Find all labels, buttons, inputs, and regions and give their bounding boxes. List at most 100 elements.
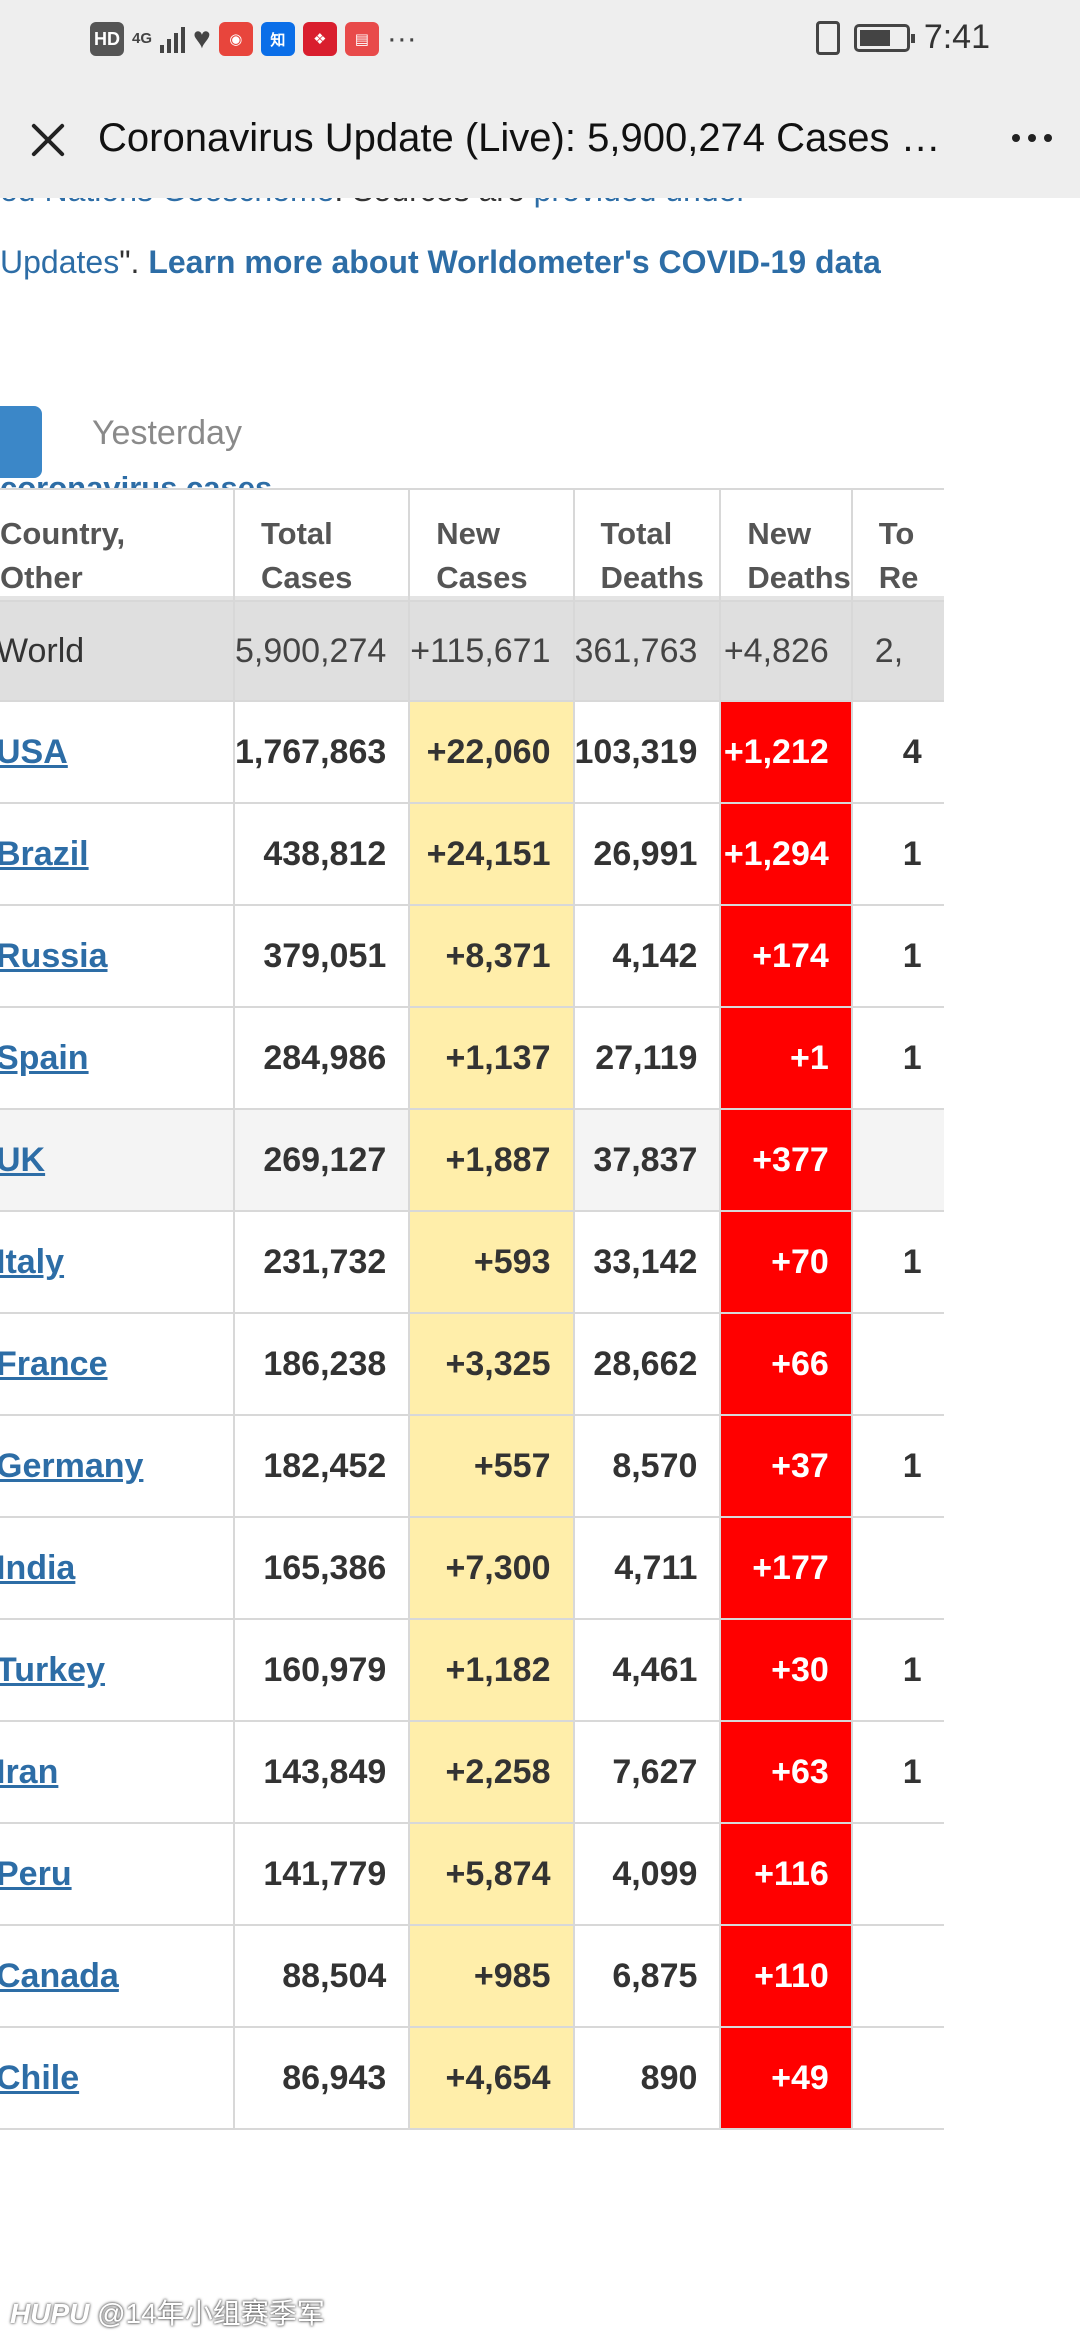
new-cases-cell: +593 bbox=[409, 1211, 575, 1314]
page-title: Coronavirus Update (Live): 5,900,274 Cas… bbox=[98, 116, 958, 160]
tab-yesterday[interactable]: Yesterday bbox=[92, 414, 242, 452]
total-recovered-cell bbox=[851, 1109, 944, 1212]
total-recovered-cell: 2, bbox=[851, 601, 944, 702]
covid-table: Country, Other Total Cases New Cases Total D… bbox=[0, 488, 944, 2130]
header-total-recovered[interactable]: To Re bbox=[851, 488, 944, 602]
country-link[interactable]: Turkey bbox=[0, 1650, 105, 1689]
total-deaths-cell: 27,119 bbox=[573, 1007, 722, 1110]
geoscheme-link[interactable]: ed Nations Geoscheme bbox=[0, 198, 334, 208]
total-cases-cell: 86,943 bbox=[234, 2027, 411, 2130]
total-cases-cell: 379,051 bbox=[234, 905, 411, 1008]
header-new-deaths[interactable]: New Deaths bbox=[720, 488, 853, 602]
new-cases-cell: +8,371 bbox=[409, 905, 575, 1008]
country-link[interactable]: Spain bbox=[0, 1038, 89, 1077]
country-link[interactable]: Iran bbox=[0, 1752, 59, 1791]
total-cases-cell: 143,849 bbox=[234, 1721, 411, 1824]
table-row: Canada 88,504 +985 6,875 +110 bbox=[0, 1925, 944, 2028]
country-link[interactable]: UK bbox=[0, 1140, 46, 1179]
total-cases-cell: 141,779 bbox=[234, 1823, 411, 1926]
new-deaths-cell: +63 bbox=[720, 1721, 853, 1824]
country-link[interactable]: Chile bbox=[0, 2058, 80, 2097]
vibrate-icon bbox=[815, 20, 840, 55]
new-cases-cell: +557 bbox=[409, 1415, 575, 1518]
total-cases-cell: 165,386 bbox=[234, 1517, 411, 1620]
health-heart-icon: ♥ bbox=[193, 22, 211, 55]
hupu-logo: HUPU bbox=[10, 2298, 90, 2329]
total-deaths-cell: 28,662 bbox=[573, 1313, 722, 1416]
new-cases-cell: +7,300 bbox=[409, 1517, 575, 1620]
new-deaths-cell: +37 bbox=[720, 1415, 853, 1518]
new-deaths-cell: +177 bbox=[720, 1517, 853, 1620]
table-row: Spain 284,986 +1,137 27,119 +1 1 bbox=[0, 1007, 944, 1110]
table-row: Russia 379,051 +8,371 4,142 +174 1 bbox=[0, 905, 944, 1008]
total-recovered-cell: 1 bbox=[851, 905, 944, 1008]
country-cell: France bbox=[0, 1313, 235, 1416]
header-new-cases[interactable]: New Cases bbox=[409, 488, 575, 602]
header-total-cases[interactable]: Total Cases bbox=[234, 488, 411, 602]
country-link[interactable]: Italy bbox=[0, 1242, 65, 1281]
total-deaths-cell: 8,570 bbox=[573, 1415, 722, 1518]
country-cell: India bbox=[0, 1517, 235, 1620]
more-icon[interactable] bbox=[1012, 134, 1052, 142]
table-row: USA 1,767,863 +22,060 103,319 +1,212 4 bbox=[0, 701, 944, 804]
country-link[interactable]: India bbox=[0, 1548, 76, 1587]
tab-today[interactable] bbox=[0, 406, 42, 478]
country-name: World bbox=[0, 601, 235, 702]
country-link[interactable]: Peru bbox=[0, 1854, 72, 1893]
country-link[interactable]: Russia bbox=[0, 936, 108, 975]
zhihu-app-icon: 知 bbox=[260, 22, 295, 56]
table-row: India 165,386 +7,300 4,711 +177 bbox=[0, 1517, 944, 1620]
new-cases-cell: +22,060 bbox=[409, 701, 575, 804]
network-type-label: 4G bbox=[132, 30, 153, 47]
header-total-deaths[interactable]: Total Deaths bbox=[573, 488, 722, 602]
new-deaths-cell: +377 bbox=[720, 1109, 853, 1212]
table-row: Brazil 438,812 +24,151 26,991 +1,294 1 bbox=[0, 803, 944, 906]
new-cases-cell: +5,874 bbox=[409, 1823, 575, 1926]
country-link[interactable]: France bbox=[0, 1344, 108, 1383]
table-row: Turkey 160,979 +1,182 4,461 +30 1 bbox=[0, 1619, 944, 1722]
new-cases-cell: +115,671 bbox=[409, 601, 575, 702]
total-recovered-cell bbox=[851, 1313, 944, 1416]
table-row: Peru 141,779 +5,874 4,099 +116 bbox=[0, 1823, 944, 1926]
status-icons-left: HD 4G ♥ ◉ 知 ❖ ▤ ··· bbox=[90, 22, 417, 56]
provided-under-link[interactable]: provided under bbox=[534, 198, 747, 208]
status-icons-right: 7:41 bbox=[815, 18, 990, 57]
total-cases-cell: 5,900,274 bbox=[234, 601, 411, 702]
new-deaths-cell: +1,294 bbox=[720, 803, 853, 906]
new-deaths-cell: +1,212 bbox=[720, 701, 853, 804]
new-deaths-cell: +66 bbox=[720, 1313, 853, 1416]
new-cases-cell: +985 bbox=[409, 1925, 575, 2028]
sources-text: . Sources are bbox=[334, 198, 533, 208]
total-deaths-cell: 26,991 bbox=[573, 803, 722, 906]
table-row: UK 269,127 +1,887 37,837 +377 bbox=[0, 1109, 944, 1212]
total-cases-cell: 231,732 bbox=[234, 1211, 411, 1314]
close-icon[interactable] bbox=[26, 118, 70, 162]
country-link[interactable]: Brazil bbox=[0, 834, 89, 873]
table-row: Chile 86,943 +4,654 890 +49 bbox=[0, 2027, 944, 2130]
total-cases-cell: 284,986 bbox=[234, 1007, 411, 1110]
page-content[interactable]: ed Nations Geoscheme. Sources are provid… bbox=[0, 198, 1080, 2340]
total-recovered-cell bbox=[851, 1823, 944, 1926]
reader-app-icon: ▤ bbox=[344, 22, 379, 56]
header-country[interactable]: Country, Other bbox=[0, 488, 235, 602]
new-deaths-cell: +116 bbox=[720, 1823, 853, 1926]
country-link[interactable]: Germany bbox=[0, 1446, 144, 1485]
total-recovered-cell: 1 bbox=[851, 803, 944, 906]
total-deaths-cell: 6,875 bbox=[573, 1925, 722, 2028]
country-cell: Italy bbox=[0, 1211, 235, 1314]
new-cases-cell: +4,654 bbox=[409, 2027, 575, 2130]
updates-link[interactable]: Updates bbox=[0, 244, 120, 280]
table-header-row: Country, Other Total Cases New Cases Total D… bbox=[0, 488, 944, 602]
country-link[interactable]: USA bbox=[0, 732, 68, 771]
new-cases-cell: +3,325 bbox=[409, 1313, 575, 1416]
total-recovered-cell bbox=[851, 1517, 944, 1620]
battery-icon bbox=[853, 23, 915, 52]
new-deaths-cell: +110 bbox=[720, 1925, 853, 2028]
red-app-icon: ❖ bbox=[302, 22, 337, 56]
country-cell: Germany bbox=[0, 1415, 235, 1518]
new-deaths-cell: +1 bbox=[720, 1007, 853, 1110]
learn-more-link[interactable]: Learn more about Worldometer's COVID-19 … bbox=[148, 244, 881, 280]
country-cell: Spain bbox=[0, 1007, 235, 1110]
country-link[interactable]: Canada bbox=[0, 1956, 119, 1995]
sources-line: ed Nations Geoscheme. Sources are provid… bbox=[0, 198, 747, 209]
